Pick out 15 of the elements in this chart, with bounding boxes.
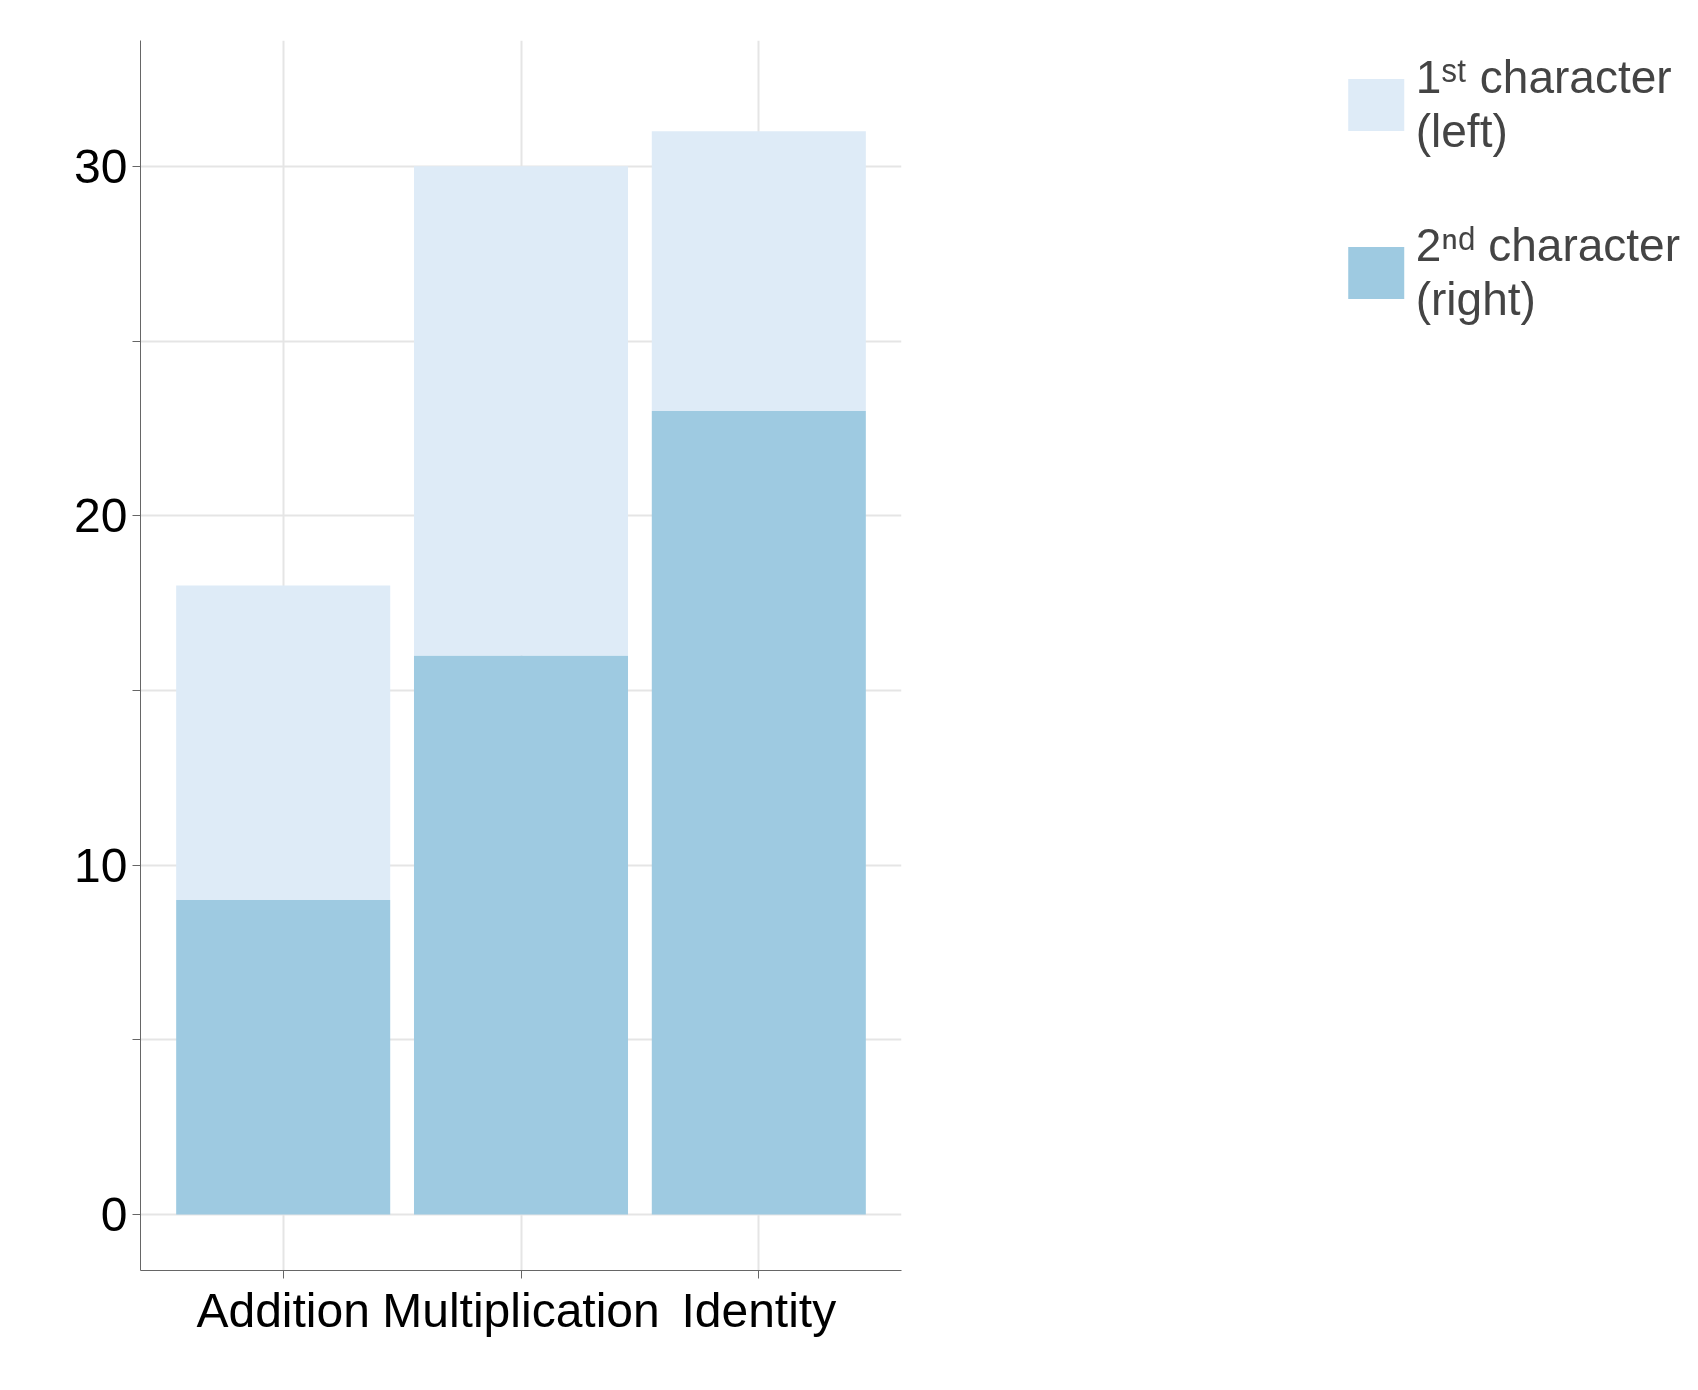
bar (651, 131, 866, 411)
bar (413, 166, 629, 656)
x-tick-label: Addition (196, 1283, 370, 1337)
bar (176, 585, 391, 901)
legend-label: 2ⁿᵈ character (right) (1415, 218, 1680, 326)
bar (413, 655, 629, 1215)
y-tick-label: 20 (74, 489, 128, 543)
y-tick-label: 0 (100, 1188, 128, 1242)
y-tick-label: 10 (74, 838, 128, 892)
legend-label: 1ˢᵗ character (left) (1415, 50, 1672, 158)
bar (651, 410, 866, 1215)
y-tick-label: 30 (74, 139, 128, 193)
bar (176, 900, 391, 1215)
x-tick-label: Multiplication (382, 1283, 660, 1337)
x-tick-label: Identity (681, 1283, 837, 1337)
